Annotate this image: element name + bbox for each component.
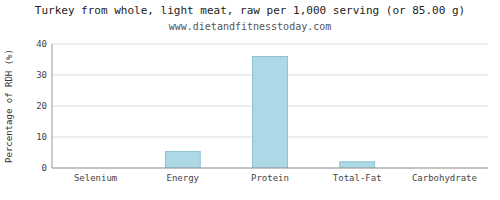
subtitle: www.dietandfitnesstoday.com <box>169 21 332 32</box>
y-tick-label: 40 <box>36 39 47 49</box>
grid <box>52 44 488 168</box>
y-axis-line <box>52 44 53 168</box>
y-axis-label: Percentage of RDH (%) <box>4 49 14 163</box>
x-axis-line <box>52 168 488 169</box>
y-tick-label: 10 <box>36 132 47 142</box>
y-tick-label: 0 <box>42 163 47 173</box>
bars <box>165 56 374 168</box>
y-tick-label: 30 <box>36 70 47 80</box>
bar <box>340 162 375 168</box>
bar <box>253 56 288 168</box>
y-tick-label: 20 <box>36 101 47 111</box>
grid-line <box>52 168 488 169</box>
grid-line <box>52 44 488 45</box>
title: Turkey from whole, light meat, raw per 1… <box>35 4 465 17</box>
chart-container: Turkey from whole, light meat, raw per 1… <box>0 0 500 200</box>
chart-svg: Turkey from whole, light meat, raw per 1… <box>0 0 500 200</box>
x-tick-label: Protein <box>251 173 289 183</box>
x-tick-label: Carbohydrate <box>412 173 477 183</box>
x-tick-label: Selenium <box>74 173 117 183</box>
bar <box>165 152 200 168</box>
x-tick-label: Total-Fat <box>333 173 382 183</box>
x-tick-label: Energy <box>167 173 200 183</box>
